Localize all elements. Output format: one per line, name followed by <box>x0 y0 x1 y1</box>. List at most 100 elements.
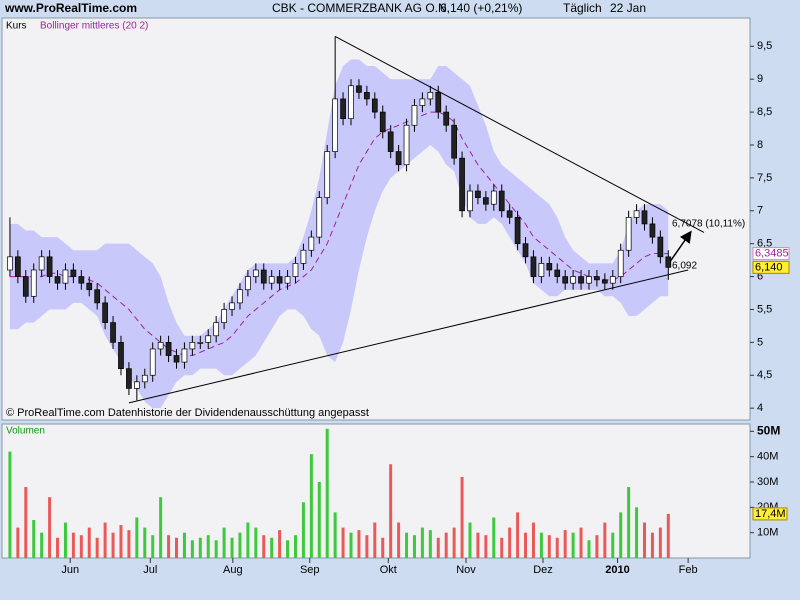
volume-bar <box>603 522 607 558</box>
volume-bar <box>365 535 369 558</box>
site: www.ProRealTime.com <box>4 1 137 15</box>
y-tick-label: 9,5 <box>757 40 772 52</box>
volume-bar <box>270 537 274 558</box>
y-tick-label: 4 <box>757 402 763 414</box>
last-value-box <box>752 247 790 261</box>
candle-body <box>221 309 227 323</box>
candle-body <box>205 335 212 343</box>
volume-bar <box>325 428 329 558</box>
candle-body <box>506 210 513 218</box>
date: 22 Jan <box>610 1 646 15</box>
x-tick-label: Aug <box>223 564 243 576</box>
volume-bar <box>246 522 250 558</box>
candle-body <box>514 217 521 245</box>
candle-body <box>451 124 457 159</box>
candle-body <box>78 276 85 284</box>
candle-body <box>70 269 77 277</box>
volume-bar <box>595 535 599 558</box>
instrument: CBK - COMMERZBANK AG O.N. <box>272 1 450 15</box>
candle-body <box>578 276 584 284</box>
candle-body <box>554 269 561 277</box>
candle-body <box>86 282 93 291</box>
candle-body <box>62 269 69 284</box>
candle-body <box>348 85 354 120</box>
candle-body <box>292 263 299 277</box>
volume-bar <box>175 537 179 558</box>
candle-body <box>364 91 370 100</box>
volume-bar <box>516 512 520 558</box>
candle-body <box>562 276 569 284</box>
candle-body <box>149 348 156 376</box>
volume-bar <box>452 527 456 558</box>
candle-body <box>165 342 172 356</box>
trendline <box>128 269 689 404</box>
volume-bar <box>71 532 75 558</box>
volume-bar <box>341 527 345 558</box>
volume-bar <box>547 535 551 558</box>
x-tick-label: Jun <box>61 564 79 576</box>
candle-body <box>38 256 45 271</box>
candle-body <box>94 289 101 304</box>
candle-body <box>30 269 37 297</box>
candle-body <box>237 289 243 304</box>
volume-bar <box>587 540 591 558</box>
y-tick-label: 8,5 <box>757 106 772 118</box>
volume-bar <box>476 532 480 558</box>
candle-body <box>245 276 251 291</box>
candle-body <box>594 276 600 281</box>
volume-bar <box>658 527 662 558</box>
volume-bar <box>555 537 559 558</box>
candle-body <box>324 151 331 198</box>
volume-bar <box>182 532 186 558</box>
volume-bar <box>317 482 321 558</box>
volume-bar <box>666 513 670 558</box>
candle-body <box>467 190 473 212</box>
volume-bar <box>397 522 401 558</box>
candle-body <box>601 279 608 284</box>
x-tick-label: Sep <box>300 564 320 576</box>
volume-bar <box>428 530 432 558</box>
volume-bar <box>460 476 464 558</box>
candle-body <box>110 322 116 343</box>
y-tick-label: 6 <box>757 270 763 282</box>
volume-bar <box>349 532 353 558</box>
candle-body <box>419 98 426 106</box>
volume-bar <box>286 540 290 558</box>
candle-body <box>189 342 196 350</box>
y-tick-label: 7 <box>757 205 763 217</box>
candle-body <box>625 217 632 251</box>
volume-bar <box>579 527 583 558</box>
volume-bar <box>95 537 99 558</box>
volume-bar <box>167 535 171 558</box>
volume-bar <box>143 527 147 558</box>
volume-bar <box>563 530 567 558</box>
x-tick-label: 2010 <box>605 564 629 576</box>
volume-bar <box>309 454 313 558</box>
candle-body <box>157 342 164 350</box>
volume-bar <box>24 487 28 558</box>
candle-body <box>459 157 465 212</box>
volume-bar <box>63 522 67 558</box>
candle-body <box>443 111 450 126</box>
volume-bar <box>222 527 226 558</box>
volume-bar <box>389 464 393 558</box>
candle-body <box>649 223 656 238</box>
last-value-label: 6,140 <box>755 261 783 273</box>
x-tick-label: Dez <box>533 564 553 576</box>
x-tick-label: Jul <box>143 564 157 576</box>
candle-body <box>260 269 267 284</box>
candle-body <box>371 98 378 113</box>
candle-body <box>284 276 291 284</box>
candle-body <box>15 256 21 277</box>
y-tick-label: 4,5 <box>757 369 772 381</box>
volume-bar <box>293 535 297 558</box>
y-tick-label: 9 <box>757 73 763 85</box>
candle-body <box>252 269 259 277</box>
y-tick-label: 5,5 <box>757 303 772 315</box>
candle-body <box>173 355 180 363</box>
volume-bar <box>508 527 512 558</box>
candle-body <box>522 243 529 258</box>
candle-body <box>300 249 307 264</box>
volume-bar <box>119 525 123 558</box>
